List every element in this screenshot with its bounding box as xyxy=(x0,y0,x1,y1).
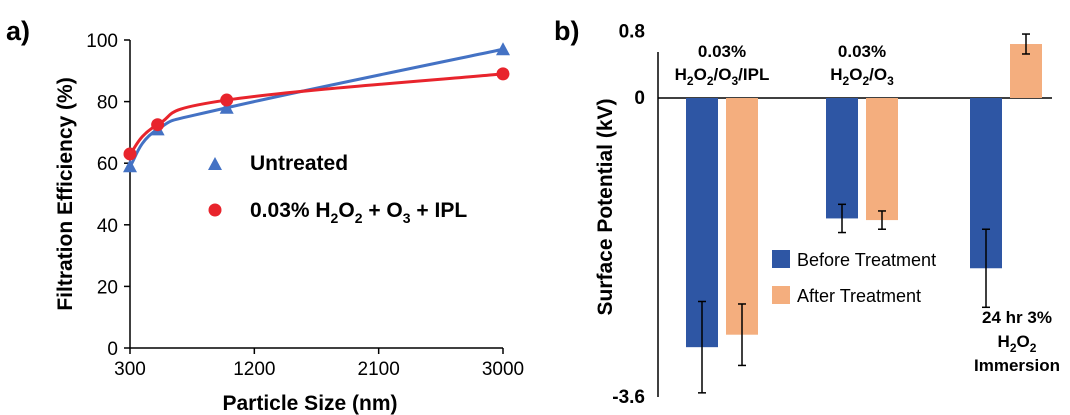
data-point-triangle xyxy=(219,100,234,114)
series-line-0 xyxy=(128,47,504,168)
group-label-3-line2: H2O2 xyxy=(998,332,1037,355)
bar-after-1 xyxy=(726,98,758,335)
y-tick-label: 40 xyxy=(97,216,118,237)
y-tick-label: 0.8 xyxy=(619,22,645,43)
data-point-triangle xyxy=(496,42,510,56)
data-point-circle xyxy=(496,67,510,81)
legend-label-after: After Treatment xyxy=(797,286,921,306)
y-tick-label: 0 xyxy=(634,88,645,109)
legend: Untreated 0.03% H2O2 + O3 + IPL xyxy=(208,152,467,226)
y-tick-label: 20 xyxy=(97,277,118,298)
data-point-triangle xyxy=(123,159,137,173)
y-tick-label: 0 xyxy=(107,339,118,360)
legend-swatch-before xyxy=(772,250,790,268)
legend-label-before: Before Treatment xyxy=(797,250,936,270)
group-label-3-line1: 24 hr 3% xyxy=(982,308,1052,327)
bar-after-2 xyxy=(866,98,898,221)
x-tick-label: 2100 xyxy=(358,359,400,380)
legend-label-untreated: Untreated xyxy=(250,152,348,175)
y-tick-label: -3.6 xyxy=(612,387,645,408)
legend: Before Treatment After Treatment xyxy=(772,250,936,306)
legend-triangle-marker xyxy=(208,157,222,170)
legend-circle-marker xyxy=(208,203,222,217)
x-tick-label: 1200 xyxy=(233,359,275,380)
group-label-3: 24 hr 3% H2O2 Immersion xyxy=(974,308,1060,375)
panel-a-label: a) xyxy=(6,16,30,46)
group-label-3-line3: Immersion xyxy=(974,356,1060,375)
x-tick-label: 300 xyxy=(114,359,146,380)
group-label-2-line2: H2O2/O3 xyxy=(830,65,894,88)
y-tick-label: 60 xyxy=(97,154,118,175)
data-point-circle xyxy=(123,147,137,161)
panel-a-line-chart: a) 0 20 40 60 80 100 300 1200 2100 3000 Particle… xyxy=(6,16,524,415)
panel-b-bar-chart: b) -3.6 0 0.8 Surface Potential (kV) 0.03%… xyxy=(554,16,1060,408)
group-label-1: 0.03% H2O2/O3/IPL xyxy=(675,42,770,88)
y-axis-title: Surface Potential (kV) xyxy=(594,98,617,315)
group-label-1-line2: H2O2/O3/IPL xyxy=(675,65,770,88)
y-tick-label: 100 xyxy=(86,31,118,52)
group-label-2: 0.03% H2O2/O3 xyxy=(830,42,894,88)
x-axis-title: Particle Size (nm) xyxy=(222,392,397,415)
legend-label-treated: 0.03% H2O2 + O3 + IPL xyxy=(250,199,467,226)
x-tick-label: 3000 xyxy=(482,359,524,380)
series-line-1 xyxy=(128,72,504,155)
panel-b-label: b) xyxy=(554,16,579,46)
group-label-2-line1: 0.03% xyxy=(838,42,886,61)
legend-swatch-after xyxy=(772,286,790,304)
y-tick-label: 80 xyxy=(97,93,118,114)
data-point-circle xyxy=(151,118,165,132)
y-axis-title: Filtration Efficiency (%) xyxy=(54,77,77,310)
data-point-circle xyxy=(220,93,234,107)
group-label-1-line1: 0.03% xyxy=(698,42,746,61)
bar-before-2 xyxy=(826,98,858,219)
